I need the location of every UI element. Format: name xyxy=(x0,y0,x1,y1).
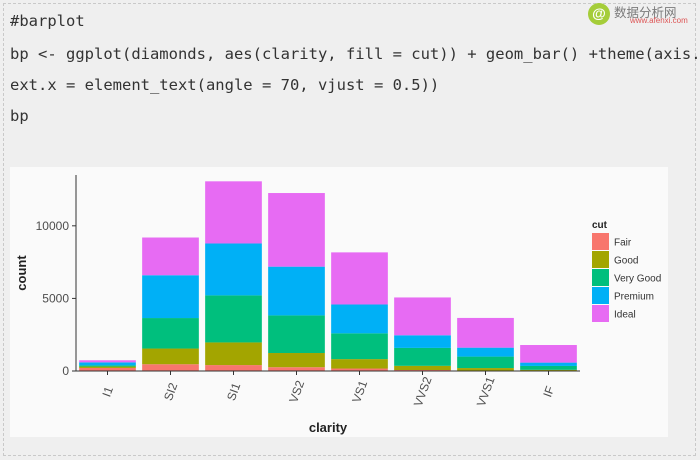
bar-segment xyxy=(142,348,199,365)
bar-segment xyxy=(520,369,577,371)
bar-segment xyxy=(205,295,262,343)
content-frame xyxy=(3,3,696,456)
legend-key xyxy=(592,251,609,268)
bar-segment xyxy=(331,333,388,360)
bar-segment xyxy=(79,366,136,368)
bar-segment xyxy=(205,243,262,296)
bar-segment xyxy=(205,181,262,244)
bar-segment xyxy=(394,369,451,371)
bar-segment xyxy=(520,362,577,366)
code-line: bp xyxy=(10,107,29,125)
bar-segment xyxy=(331,368,388,371)
code-line: bp <- ggplot(diamonds, aes(clarity, fill… xyxy=(10,45,700,63)
bar-segment xyxy=(205,342,262,366)
x-tick-label: VVS2 xyxy=(411,375,435,409)
bar-segment xyxy=(394,335,451,348)
x-tick-label: SI1 xyxy=(224,380,243,402)
bar-segment xyxy=(268,315,325,354)
bar-segment xyxy=(268,193,325,267)
bar-segment xyxy=(79,367,136,371)
y-axis-title: count xyxy=(14,255,29,291)
legend-label: Ideal xyxy=(614,310,636,321)
stacked-bar-chart: I1 SI2 SI1 VS2 VS1 VVS2 VVS1 IF 0 5000 10000 clarit… xyxy=(14,175,661,435)
y-tick-label: 5000 xyxy=(42,291,69,305)
legend-title: cut xyxy=(592,220,608,231)
legend-key xyxy=(592,305,609,322)
bar-segment xyxy=(79,365,136,367)
legend-label: Good xyxy=(614,256,638,267)
x-tick-label: VS1 xyxy=(349,378,370,404)
bar-segment xyxy=(79,362,136,366)
x-tick-label: VVS1 xyxy=(474,375,498,409)
watermark-logo: @ 数据分析网 www.afenxi.com xyxy=(588,2,696,26)
bar-segment xyxy=(394,297,451,336)
code-line: ext.x = element_text(angle = 70, vjust =… xyxy=(10,76,440,94)
bar-segment xyxy=(142,364,199,371)
bar-segment xyxy=(205,365,262,371)
legend-key xyxy=(592,269,609,286)
bar-segment xyxy=(268,353,325,368)
x-tick-label: I1 xyxy=(99,384,116,398)
logo-url: www.afenxi.com xyxy=(630,16,688,25)
x-tick-label: SI2 xyxy=(161,380,180,402)
legend-label: Premium xyxy=(614,292,654,303)
bar-segment xyxy=(142,237,199,276)
bar-segment xyxy=(457,317,514,348)
bar-segment xyxy=(268,266,325,316)
code-line: #barplot xyxy=(10,12,85,30)
legend-label: Very Good xyxy=(614,274,661,285)
bar-segment xyxy=(520,345,577,363)
x-axis-title: clarity xyxy=(309,420,348,435)
bar-segment xyxy=(79,360,136,363)
bar-segment xyxy=(520,365,577,370)
x-tick-label: VS2 xyxy=(286,378,307,404)
bar-segment xyxy=(142,275,199,319)
x-tick-label: IF xyxy=(540,384,557,399)
bar-segment xyxy=(142,318,199,349)
legend-key xyxy=(592,287,609,304)
y-tick-label: 0 xyxy=(62,364,69,378)
bar-segment xyxy=(268,367,325,371)
chart-panel: I1 SI2 SI1 VS2 VS1 VVS2 VVS1 IF 0 5000 10000 clarit… xyxy=(10,167,668,437)
bar-segment xyxy=(331,359,388,369)
bar-segment xyxy=(331,252,388,305)
bar-segment xyxy=(394,365,451,370)
y-tick-label: 10000 xyxy=(36,219,70,233)
logo-badge-icon: @ xyxy=(588,3,610,25)
bar-segment xyxy=(331,304,388,334)
legend-label: Fair xyxy=(614,238,632,249)
bar-segment xyxy=(457,347,514,357)
legend-key xyxy=(592,233,609,250)
bar-segment xyxy=(457,356,514,369)
logo-text: 数据分析网 xyxy=(614,5,677,20)
bar-segment xyxy=(457,368,514,371)
bar-segment xyxy=(394,347,451,366)
